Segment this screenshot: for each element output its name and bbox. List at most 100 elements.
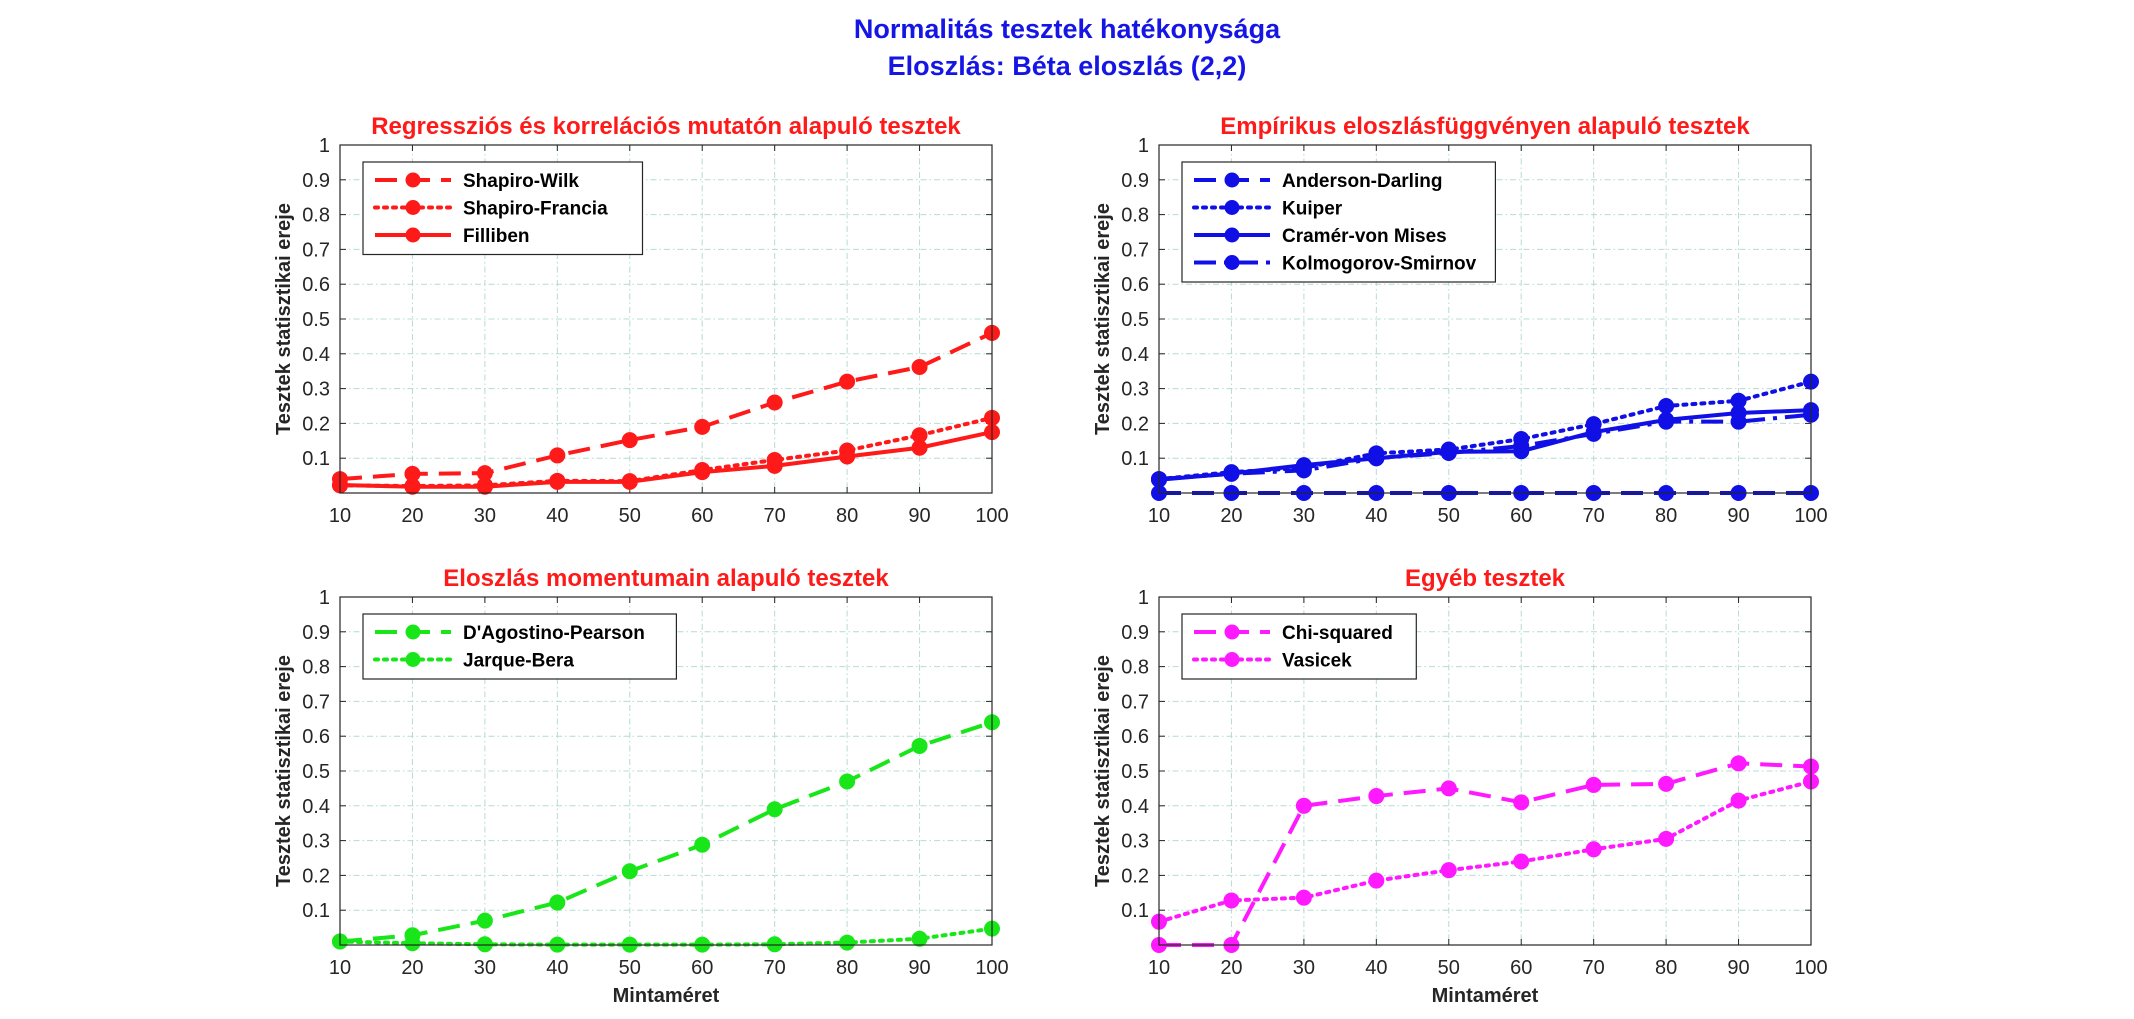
legend-marker	[1224, 652, 1240, 667]
data-point	[1440, 862, 1457, 879]
x-tick-label: 70	[764, 505, 786, 527]
data-point	[621, 432, 638, 449]
x-axis-label: Mintaméret	[613, 985, 720, 1007]
x-tick-label: 20	[1220, 505, 1242, 527]
x-tick-label: 80	[1655, 957, 1677, 979]
legend-box	[362, 613, 677, 680]
axes-box	[339, 596, 993, 946]
y-tick-label: 0.4	[1121, 796, 1149, 818]
data-point	[1658, 398, 1675, 414]
data-point	[1658, 830, 1675, 847]
data-point	[1730, 792, 1747, 809]
series-line	[339, 331, 993, 482]
figure-subtitle: Eloszlás: Béta eloszlás (2,2)	[887, 51, 1247, 81]
y-tick-label: 0.6	[1121, 726, 1149, 748]
data-point	[1513, 438, 1530, 455]
data-point	[621, 473, 638, 490]
data-point	[1223, 465, 1240, 482]
data-point	[1730, 413, 1747, 430]
y-tick-label: 1	[1138, 135, 1149, 157]
data-point	[839, 934, 856, 951]
x-tick-label: 50	[1438, 957, 1460, 979]
series-line	[1158, 408, 1812, 482]
x-tick-label: 60	[1510, 957, 1532, 979]
y-tick-label: 0.9	[302, 622, 330, 644]
legend-marker	[405, 227, 421, 243]
x-tick-label: 70	[1583, 957, 1605, 979]
legend-item: Anderson-Darling	[1194, 171, 1442, 192]
series-line	[1157, 779, 1813, 924]
y-tick-label: 0.8	[1121, 657, 1149, 679]
legend-item: Kuiper	[1192, 199, 1343, 220]
x-tick-label: 40	[546, 505, 568, 527]
legend-label: Vasicek	[1282, 651, 1352, 672]
y-tick-label: 0.2	[302, 413, 330, 435]
y-tick-label: 1	[1138, 587, 1149, 609]
y-tick-label: 1	[319, 135, 330, 157]
x-tick-label: 90	[1727, 957, 1749, 979]
y-tick-label: 0.5	[302, 309, 330, 331]
subplot-title: Regressziós és korrelációs mutatón alapu…	[371, 113, 961, 140]
y-tick-label: 0.1	[1121, 900, 1149, 922]
y-tick-label: 0.1	[302, 900, 330, 922]
x-tick-label: 40	[1365, 957, 1387, 979]
y-tick-label: 0.3	[1121, 379, 1149, 401]
y-tick-label: 1	[319, 587, 330, 609]
legend-label: D'Agostino-Pearson	[463, 623, 645, 644]
x-tick-label: 30	[1293, 957, 1315, 979]
legend-item: Jarque-Bera	[373, 651, 574, 672]
y-tick-label: 0.6	[302, 274, 330, 296]
data-point	[911, 737, 928, 754]
data-point	[766, 457, 783, 474]
data-point	[1585, 425, 1602, 442]
legend-item: Cramér-von Mises	[1194, 226, 1447, 247]
series-line	[1159, 761, 1812, 947]
data-point	[404, 478, 421, 495]
x-tick-label: 60	[691, 957, 713, 979]
data-point	[694, 418, 711, 435]
y-axis-label: Tesztek statisztikai ereje	[273, 203, 295, 435]
y-tick-label: 0.7	[1121, 239, 1149, 261]
series-chi-squared	[1151, 755, 1819, 953]
data-point	[766, 936, 783, 953]
data-point	[549, 473, 566, 490]
data-point	[1440, 780, 1457, 797]
data-point	[694, 464, 711, 481]
subplot-title: Eloszlás momentumain alapuló tesztek	[443, 565, 889, 592]
series-line	[339, 720, 993, 944]
axes-box	[1158, 596, 1812, 946]
x-tick-label: 40	[546, 957, 568, 979]
legend-label: Shapiro-Francia	[463, 199, 608, 220]
legend-marker	[1224, 624, 1240, 640]
legend: Shapiro-Wilk Shapiro-Francia Filliben	[362, 161, 644, 256]
data-point	[694, 836, 711, 853]
data-point	[1585, 841, 1602, 858]
data-point	[1730, 755, 1747, 772]
x-tick-label: 20	[401, 957, 423, 979]
data-point	[476, 478, 493, 495]
legend-item: Vasicek	[1192, 651, 1352, 672]
y-tick-label: 0.7	[302, 691, 330, 713]
x-tick-label: 60	[691, 505, 713, 527]
y-tick-label: 0.3	[302, 379, 330, 401]
y-tick-label: 0.4	[1121, 344, 1149, 366]
data-point	[1368, 872, 1385, 889]
y-tick-label: 0.3	[1121, 831, 1149, 853]
data-point	[404, 935, 421, 952]
data-point	[1513, 794, 1530, 811]
y-tick-label: 0.5	[302, 761, 330, 783]
x-tick-label: 10	[1148, 957, 1170, 979]
x-tick-label: 80	[836, 505, 858, 527]
data-point	[1295, 462, 1312, 479]
x-tick-label: 80	[1655, 505, 1677, 527]
legend-label: Kolmogorov-Smirnov	[1282, 254, 1477, 275]
legend-item: Filliben	[375, 226, 530, 247]
legend-marker	[1224, 200, 1240, 215]
data-point	[766, 394, 783, 411]
legend-marker	[405, 200, 421, 215]
y-tick-label: 0.9	[1121, 170, 1149, 192]
y-tick-label: 0.6	[302, 726, 330, 748]
axes-box	[339, 144, 993, 494]
legend-label: Chi-squared	[1282, 623, 1393, 644]
subplot-4: 10 20 30 40 50 60 70 80 90 100 0.1 0.2 0.3 0.4 0.5 0.6 0…	[1092, 565, 1828, 1007]
